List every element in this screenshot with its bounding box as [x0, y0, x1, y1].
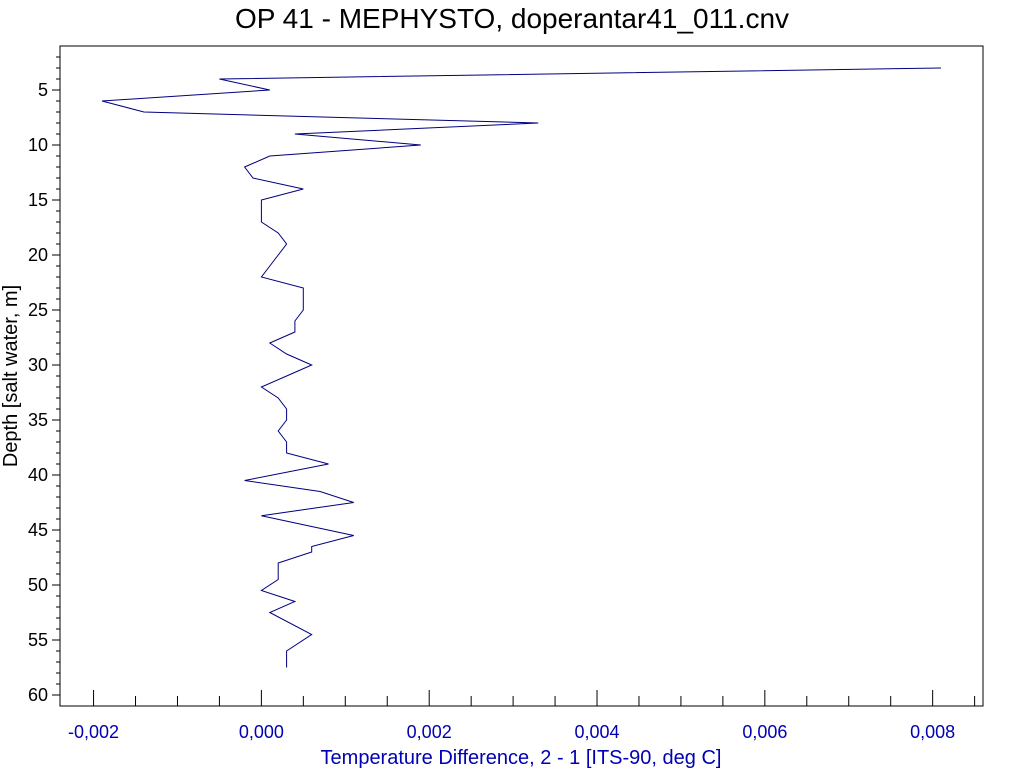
temperature-difference-line [101, 67, 942, 668]
y-tick-label: 20 [28, 245, 48, 265]
x-tick-label: 0,006 [742, 722, 787, 742]
y-tick-label: 60 [28, 685, 48, 705]
x-tick-label: 0,008 [910, 722, 955, 742]
y-tick-label: 25 [28, 300, 48, 320]
x-axis-label: Temperature Difference, 2 - 1 [ITS-90, d… [321, 747, 722, 768]
x-tick-label: -0,002 [68, 722, 119, 742]
x-tick-label: 0,004 [574, 722, 619, 742]
plot-area [59, 45, 984, 707]
x-tick-label: 0,002 [407, 722, 452, 742]
y-tick-label: 30 [28, 355, 48, 375]
y-axis-label: Depth [salt water, m] [0, 285, 22, 467]
y-tick-label: 5 [38, 80, 48, 100]
chart-title: OP 41 - MEPHYSTO, doperantar41_011.cnv [235, 3, 789, 34]
y-tick-label: 15 [28, 190, 48, 210]
y-tick-label: 45 [28, 520, 48, 540]
y-tick-label: 35 [28, 410, 48, 430]
y-tick-label: 55 [28, 630, 48, 650]
x-tick-label: 0,000 [239, 722, 284, 742]
y-tick-label: 10 [28, 135, 48, 155]
y-tick-label: 40 [28, 465, 48, 485]
y-axis-ticks: 5 10 15 20 25 30 35 40 45 50 55 60 [28, 56, 60, 705]
x-axis-ticks: -0,002 0,000 0,002 0,004 0,006 0,008 [68, 690, 976, 742]
y-tick-label: 50 [28, 575, 48, 595]
